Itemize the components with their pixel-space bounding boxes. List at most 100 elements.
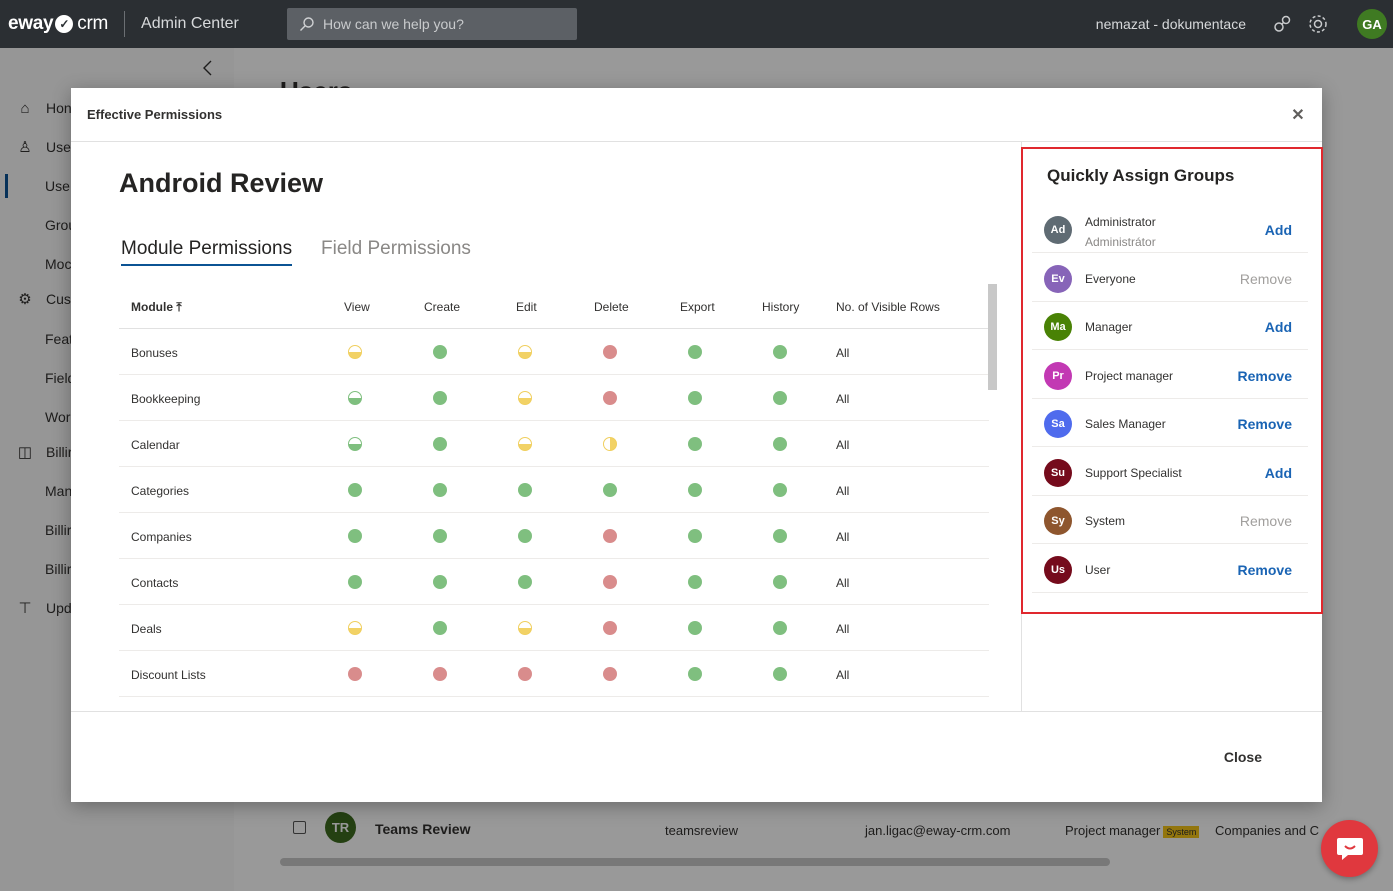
sidebar-subitem-groups[interactable]: Grou [45, 217, 77, 233]
permission-green-icon [348, 483, 362, 497]
group-name: Administrator [1085, 215, 1156, 229]
dialog-body: Android Review Module Permissions Field … [71, 142, 1021, 712]
horizontal-scrollbar[interactable] [280, 858, 1110, 866]
tab-field-permissions[interactable]: Field Permissions [321, 238, 471, 259]
remove-group-button[interactable]: Remove [1239, 270, 1292, 287]
tenant-name[interactable]: nemazat - dokumentace [1095, 16, 1246, 32]
column-header-create[interactable]: Create [424, 300, 461, 314]
permission-yellow-half-icon [518, 391, 532, 405]
sidebar-item-label: Hon [46, 100, 72, 116]
user-name[interactable]: Teams Review [375, 821, 471, 837]
tab-module-permissions[interactable]: Module Permissions [121, 238, 293, 266]
table-row[interactable]: Contacts All [119, 559, 989, 605]
sidebar-subitem-fields[interactable]: Field [45, 370, 76, 386]
gear-icon[interactable] [1307, 13, 1329, 35]
user-email: jan.ligac@eway-crm.com [865, 823, 1011, 838]
sidebar-item-label: Cust [46, 291, 75, 307]
row-checkbox[interactable] [293, 821, 306, 834]
top-bar: eway ✓ crm Admin Center nemazat - dokume… [0, 0, 1393, 48]
permission-green-icon [433, 575, 447, 589]
permission-green-icon [688, 575, 702, 589]
add-group-button[interactable]: Add [1264, 222, 1292, 238]
vertical-scrollbar[interactable] [988, 284, 997, 390]
column-header-visible-rows[interactable]: No. of Visible Rows [836, 300, 940, 314]
permission-green-icon [773, 483, 787, 497]
permission-green-icon [433, 345, 447, 359]
avatar: TR [325, 812, 356, 843]
column-header-view[interactable]: View [344, 300, 370, 314]
permission-green-icon [773, 621, 787, 635]
column-header-export[interactable]: Export [680, 300, 715, 314]
permission-yellow-half-icon [348, 345, 362, 359]
collapse-chevron-icon[interactable] [202, 60, 214, 76]
column-header-history[interactable]: History [762, 300, 800, 314]
permission-green-icon [773, 437, 787, 451]
permission-green-icon [603, 483, 617, 497]
permission-red-icon [603, 575, 617, 589]
sidebar-subitem-modules[interactable]: Moc [45, 256, 72, 272]
permission-green-icon [433, 529, 447, 543]
sidebar-subitem-features[interactable]: Feat [45, 331, 74, 347]
permission-green-icon [433, 437, 447, 451]
permission-yellow-half-icon [518, 437, 532, 451]
search-input[interactable] [323, 16, 563, 32]
remove-group-button[interactable]: Remove [1239, 513, 1292, 529]
close-icon[interactable]: ✕ [1291, 107, 1305, 124]
sidebar-item-users[interactable]: ♙ Use [16, 138, 71, 156]
table-row[interactable]: Bonuses All [119, 329, 989, 375]
table-row[interactable]: TR Teams Review teamsreview jan.ligac@ew… [280, 808, 1340, 848]
column-header-module[interactable]: Module ⤒ [131, 300, 182, 315]
group-localized-name: Administrátor [1085, 235, 1156, 249]
remove-group-button[interactable]: Remove [1237, 561, 1292, 578]
troubleshoot-icon[interactable] [1271, 13, 1293, 35]
remove-group-button[interactable]: Remove [1237, 367, 1292, 384]
module-name: Bookkeeping [131, 392, 201, 406]
visible-rows-value: All [836, 484, 850, 498]
quick-assign-highlight: Quickly Assign Groups Ad Administrator Adm… [1021, 147, 1323, 614]
eway-logo[interactable]: eway ✓ crm [8, 13, 108, 35]
permission-green-icon [348, 529, 362, 543]
sidebar-subitem-billing-2[interactable]: Billir [45, 561, 72, 577]
permission-red-icon [518, 667, 532, 681]
table-row[interactable]: Bookkeeping All [119, 375, 989, 421]
permission-green-icon [688, 621, 702, 635]
permission-green-icon [773, 575, 787, 589]
dialog-header: Effective Permissions ✕ [71, 88, 1322, 142]
permission-green-icon [688, 391, 702, 405]
sidebar-item-home[interactable]: ⌂ Hon [16, 99, 72, 117]
sidebar-item-customizations[interactable]: ⚙ Cust [16, 290, 75, 308]
add-group-button[interactable]: Add [1264, 319, 1292, 335]
sidebar-item-updates[interactable]: ⊤ Upd [16, 599, 71, 617]
quick-assign-panel: Quickly Assign Groups Ad Administrator Adm… [1021, 142, 1323, 712]
search-box[interactable] [287, 8, 577, 40]
table-row[interactable]: Categories All [119, 467, 989, 513]
close-button[interactable]: Close [1223, 749, 1262, 765]
table-row[interactable]: Discount Lists All [119, 651, 989, 697]
table-row[interactable]: Deals All [119, 605, 989, 651]
user-groups: Project manager System [1065, 823, 1200, 838]
permission-yellow-quarter-icon [603, 437, 617, 451]
permission-red-icon [433, 667, 447, 681]
group-avatar: Pr [1044, 361, 1072, 390]
chat-icon [1336, 837, 1363, 860]
avatar[interactable]: GA [1357, 9, 1387, 39]
sidebar-item-billing[interactable]: ◫ Billir [16, 443, 73, 461]
table-header: Module ⤒ View Create Edit Delete Export … [119, 284, 989, 329]
sidebar-subitem-manage[interactable]: Man [45, 483, 73, 499]
table-row[interactable]: Companies All [119, 513, 989, 559]
module-name: Categories [131, 484, 190, 498]
table-row[interactable]: Calendar All [119, 421, 989, 467]
column-header-edit[interactable]: Edit [516, 300, 537, 314]
table-body: Bonuses All Bookkeeping All Calendar All Categ… [119, 329, 989, 697]
sidebar-subitem-billing-1[interactable]: Billir [45, 522, 72, 538]
column-header-delete[interactable]: Delete [594, 300, 629, 314]
add-group-button[interactable]: Add [1264, 464, 1292, 481]
sidebar-subitem-workflow[interactable]: Wor [45, 409, 71, 425]
visible-rows-value: All [836, 346, 850, 360]
module-name: Contacts [131, 576, 179, 590]
user-login: teamsreview [665, 823, 738, 838]
chat-button[interactable] [1321, 820, 1378, 877]
remove-group-button[interactable]: Remove [1237, 416, 1292, 432]
sidebar-subitem-users[interactable]: Use [45, 178, 70, 194]
group-item: Sa Sales Manager Remove [1032, 399, 1308, 447]
